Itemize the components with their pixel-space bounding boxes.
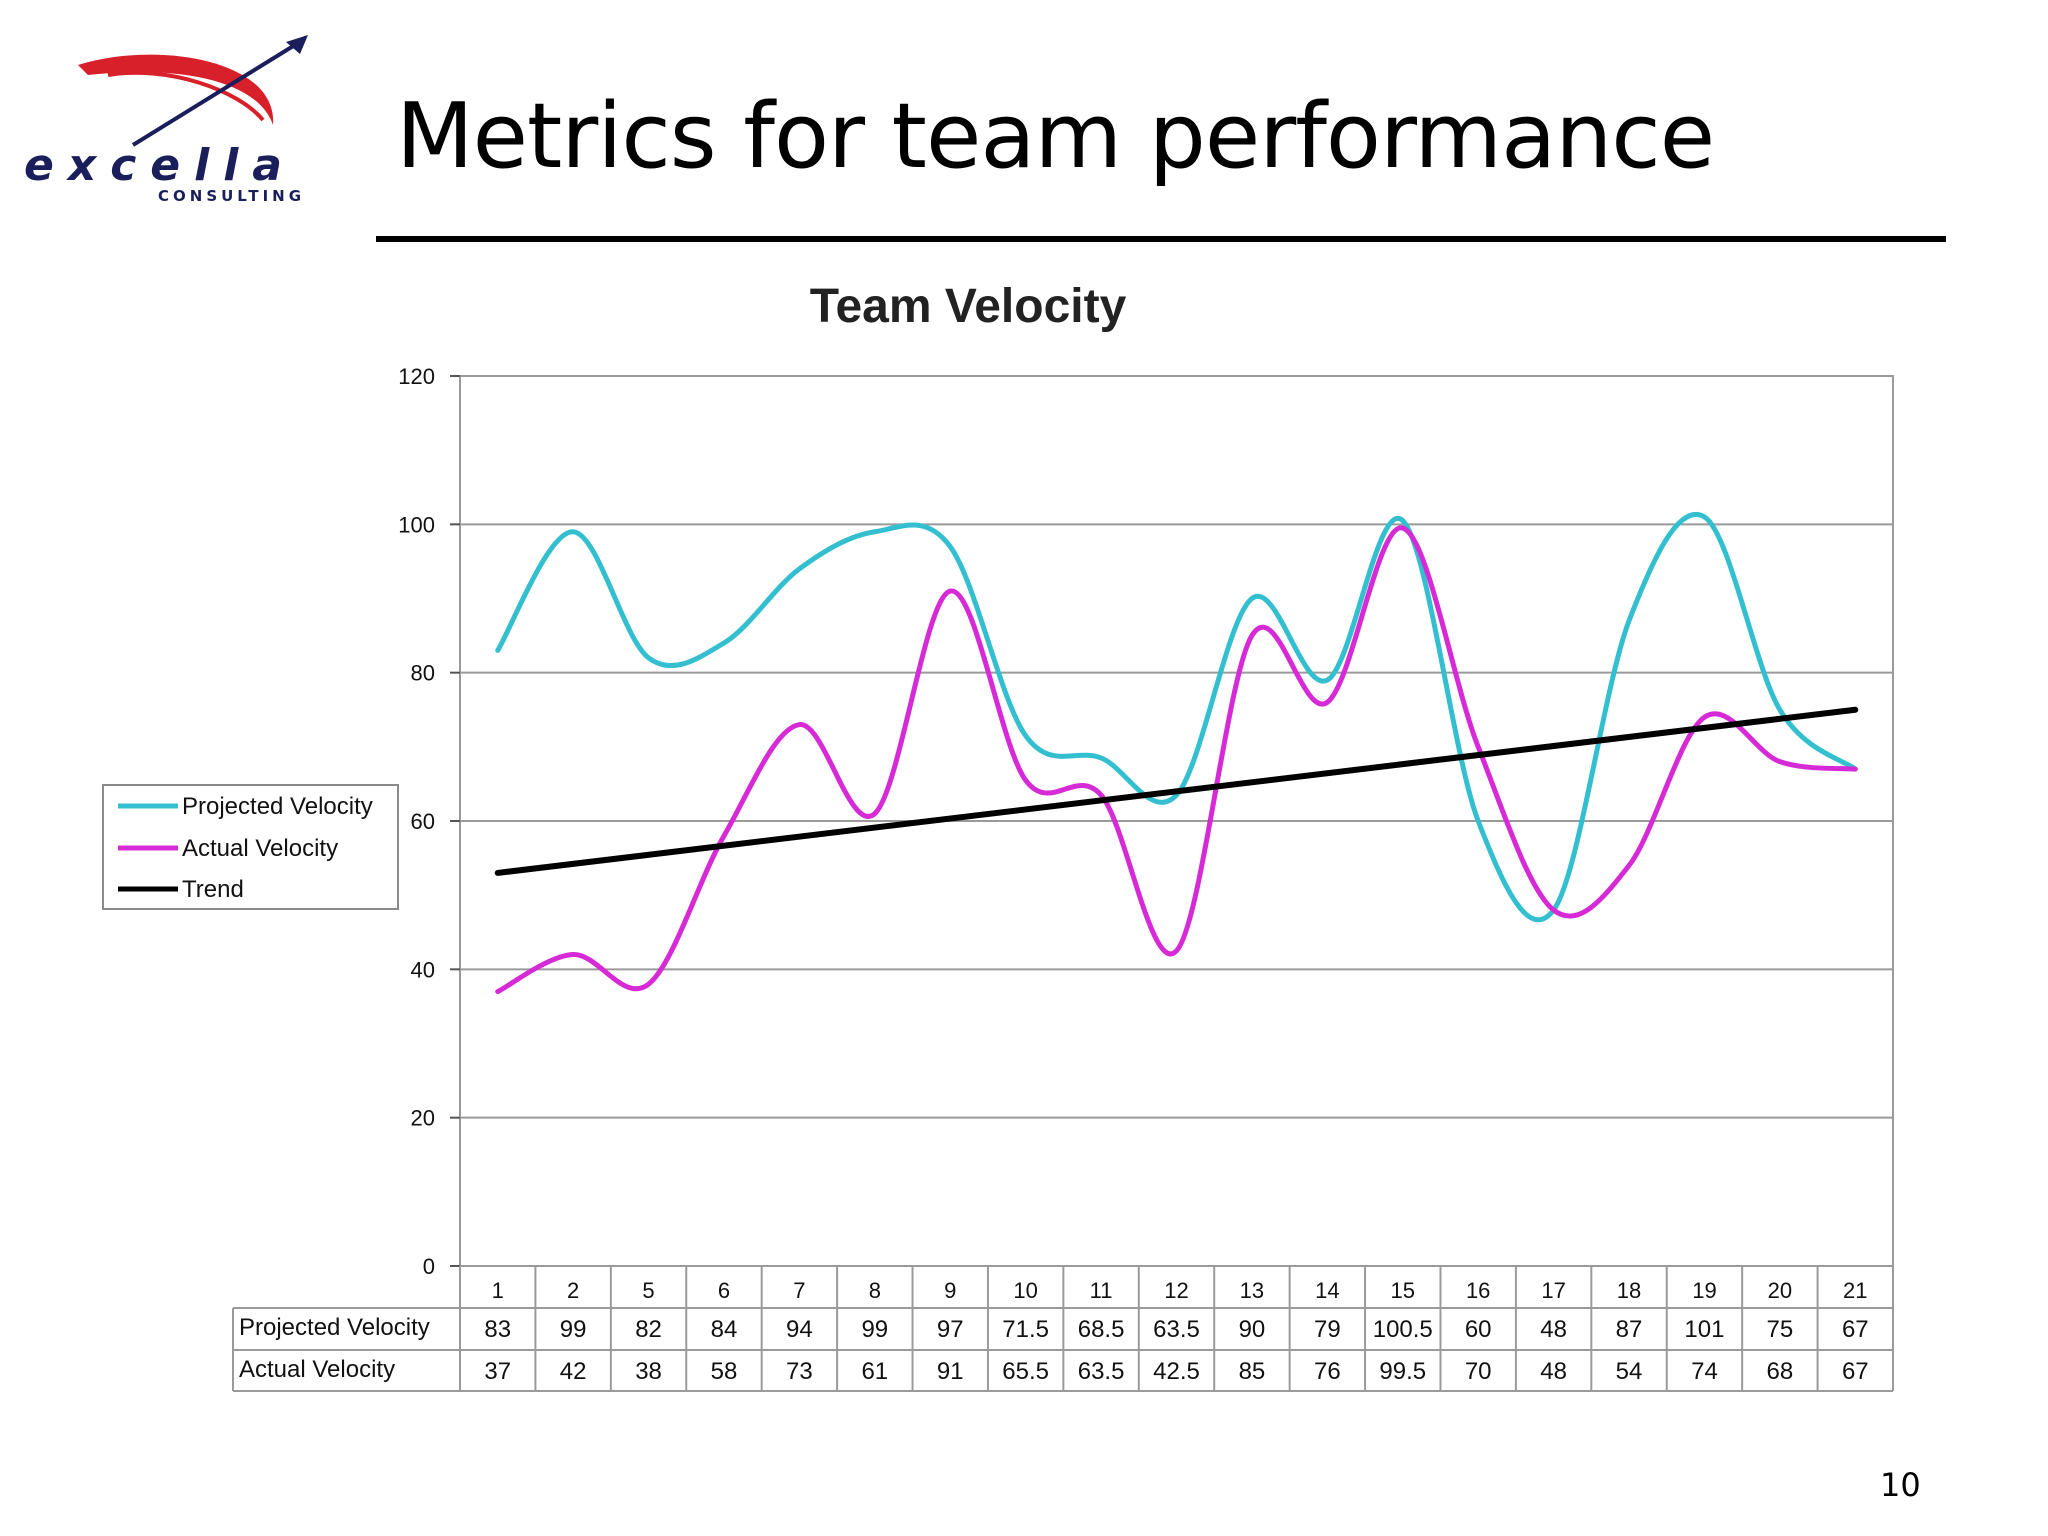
table-cell: 73 [786, 1358, 813, 1385]
table-cell: 97 [937, 1316, 964, 1343]
table-cell: 48 [1540, 1358, 1567, 1385]
table-row-header: Projected Velocity [239, 1314, 430, 1341]
x-tick-label: 15 [1391, 1278, 1415, 1303]
table-cell: 70 [1465, 1358, 1492, 1385]
series-line-trend [494, 706, 1859, 876]
x-tick-label: 2 [567, 1278, 579, 1303]
table-cell: 99 [861, 1316, 888, 1343]
table-cell: 63.5 [1078, 1358, 1125, 1385]
x-tick-label: 12 [1164, 1278, 1188, 1303]
x-tick-label: 16 [1466, 1278, 1490, 1303]
table-cell: 67 [1842, 1316, 1869, 1343]
x-tick-label: 19 [1692, 1278, 1716, 1303]
table-cell: 61 [861, 1358, 888, 1385]
legend-label-projected-velocity: Projected Velocity [182, 793, 373, 820]
excella-logo: excella CONSULTING [18, 30, 328, 210]
table-cell: 65.5 [1002, 1358, 1049, 1385]
table-cell: 90 [1239, 1316, 1266, 1343]
table-cell: 74 [1691, 1358, 1718, 1385]
table-cell: 87 [1616, 1316, 1643, 1343]
legend-label-trend: Trend [182, 876, 244, 903]
series-line-actual-velocity [495, 525, 1858, 995]
table-cell: 71.5 [1002, 1316, 1049, 1343]
table-cell: 48 [1540, 1316, 1567, 1343]
table-cell: 79 [1314, 1316, 1341, 1343]
legend-label-actual-velocity: Actual Velocity [182, 835, 338, 862]
table-cell: 68.5 [1078, 1316, 1125, 1343]
x-tick-label: 6 [718, 1278, 730, 1303]
logo-swoosh-icon [78, 35, 308, 147]
logo-tagline: CONSULTING [158, 187, 306, 205]
x-tick-label: 1 [492, 1278, 504, 1303]
table-cell: 68 [1767, 1358, 1794, 1385]
table-cell: 101 [1684, 1316, 1724, 1343]
series-line-projected-velocity [495, 512, 1858, 923]
x-tick-label: 21 [1843, 1278, 1867, 1303]
x-tick-label: 8 [869, 1278, 881, 1303]
x-tick-label: 10 [1013, 1278, 1037, 1303]
table-cell: 85 [1239, 1358, 1266, 1385]
table-cell: 82 [635, 1316, 662, 1343]
table-cell: 75 [1767, 1316, 1794, 1343]
table-cell: 42 [560, 1358, 587, 1385]
table-cell: 67 [1842, 1358, 1869, 1385]
x-tick-label: 13 [1240, 1278, 1264, 1303]
table-cell: 94 [786, 1316, 813, 1343]
table-cell: 54 [1616, 1358, 1643, 1385]
title-divider [376, 236, 1946, 242]
table-cell: 83 [484, 1316, 511, 1343]
table-cell: 42.5 [1153, 1358, 1200, 1385]
page-number: 10 [1880, 1466, 1921, 1504]
y-tick-label: 40 [411, 957, 435, 982]
table-cell: 38 [635, 1358, 662, 1385]
x-tick-label: 14 [1315, 1278, 1339, 1303]
table-cell: 60 [1465, 1316, 1492, 1343]
x-tick-label: 5 [642, 1278, 654, 1303]
table-cell: 37 [484, 1358, 511, 1385]
y-tick-label: 80 [411, 661, 435, 686]
x-tick-label: 17 [1541, 1278, 1565, 1303]
x-tick-label: 20 [1768, 1278, 1792, 1303]
x-tick-label: 9 [944, 1278, 956, 1303]
table-cell: 100.5 [1373, 1316, 1433, 1343]
table-cell: 99 [560, 1316, 587, 1343]
table-cell: 58 [711, 1358, 738, 1385]
logo-wordmark: excella [24, 140, 297, 191]
slide-title: Metrics for team performance [396, 84, 1715, 189]
y-tick-label: 100 [398, 512, 435, 537]
y-tick-label: 120 [398, 364, 435, 389]
x-tick-label: 11 [1090, 1278, 1113, 1303]
table-cell: 91 [937, 1358, 964, 1385]
y-tick-label: 20 [411, 1106, 435, 1131]
table-cell: 76 [1314, 1358, 1341, 1385]
y-tick-label: 0 [423, 1254, 435, 1279]
chart-title: Team Velocity [810, 280, 1127, 333]
table-cell: 84 [711, 1316, 738, 1343]
table-row-header: Actual Velocity [239, 1356, 395, 1383]
table-cell: 99.5 [1379, 1358, 1426, 1385]
x-tick-label: 18 [1617, 1278, 1641, 1303]
y-tick-label: 60 [411, 809, 435, 834]
x-tick-label: 7 [793, 1278, 805, 1303]
table-cell: 63.5 [1153, 1316, 1200, 1343]
